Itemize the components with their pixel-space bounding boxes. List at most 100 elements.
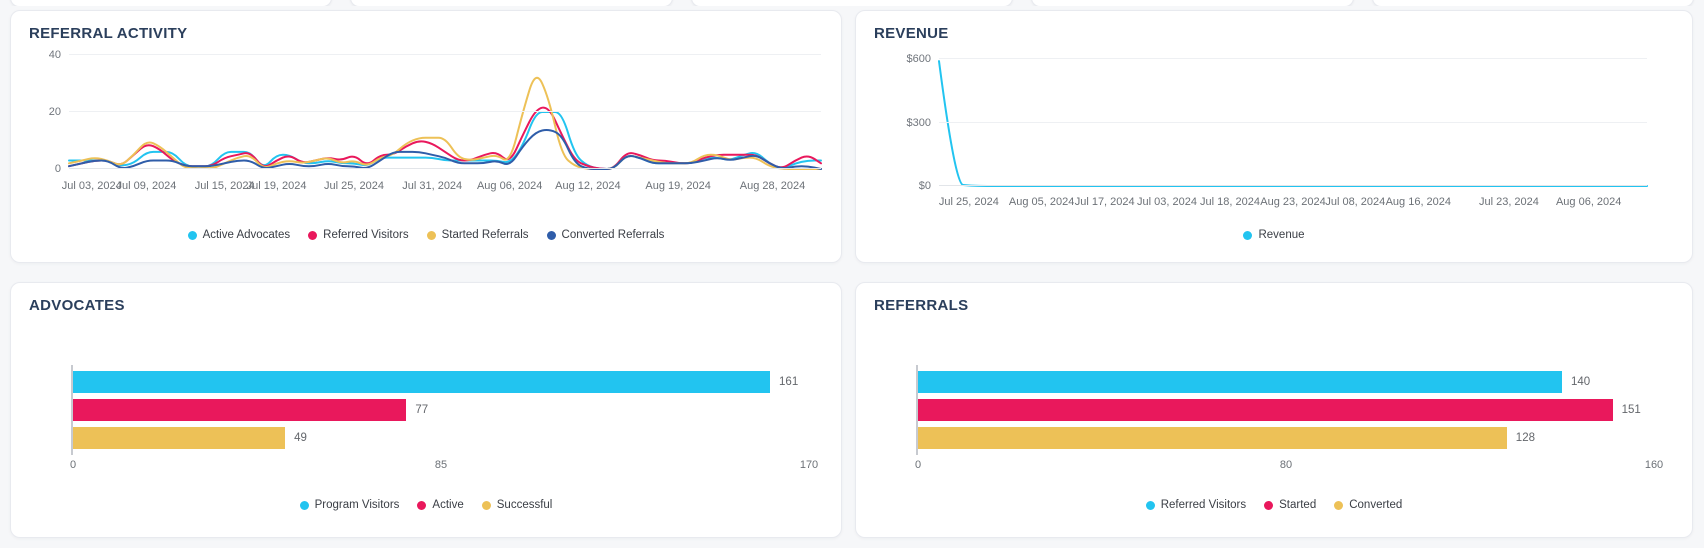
panel-title-referrals: REFERRALS: [874, 297, 969, 314]
x-axis-tick-label: 0: [69, 459, 77, 471]
x-axis: Jul 03, 2024 Jul 09, 2024 Jul 15, 2024 Jul …: [62, 180, 821, 194]
legend-label: Referred Visitors: [1160, 499, 1247, 511]
bars-area: 140 151 128: [918, 371, 1654, 455]
legend-label: Active Advocates: [202, 229, 291, 241]
panel-title-advocates: ADVOCATES: [29, 297, 125, 314]
x-axis-tick-label: Jul 17, 2024: [1074, 196, 1135, 208]
bar-active[interactable]: [73, 399, 407, 421]
legend-item-active[interactable]: Active: [417, 499, 464, 511]
chart-legend: Program Visitors Active Successful: [11, 499, 841, 511]
bar-value-label: 140: [1571, 376, 1591, 388]
y-axis-tick-label: $0: [918, 180, 931, 192]
x-axis-tick-label: Jul 03, 2024: [1137, 196, 1197, 208]
stat-card-bottom-edge: [1031, 0, 1354, 6]
stat-card-bottom-edge: [690, 0, 1014, 6]
legend-label: Program Visitors: [314, 499, 400, 511]
bar-started[interactable]: [918, 399, 1613, 421]
legend-item-referred-visitors[interactable]: Referred Visitors: [308, 229, 409, 241]
bar-referred-visitors[interactable]: [918, 371, 1562, 393]
x-axis-tick-label: Jul 18, 2024: [1200, 196, 1260, 208]
legend-item-converted-referrals[interactable]: Converted Referrals: [546, 229, 665, 241]
x-axis-tick-label: Aug 06, 2024: [1555, 196, 1622, 208]
chart-legend: Referred Visitors Started Converted: [856, 499, 1692, 511]
x-axis-tick-label: 80: [1279, 459, 1293, 471]
x-axis-tick-label: Jul 31, 2024: [402, 180, 463, 192]
previous-row-card-edges: [0, 0, 1704, 6]
stat-card-bottom-edge: [10, 0, 333, 6]
bar-converted[interactable]: [918, 427, 1507, 449]
plot-area[interactable]: [68, 54, 822, 170]
legend-item-successful[interactable]: Successful: [481, 499, 553, 511]
chart-legend: Revenue: [856, 229, 1692, 241]
gridline: [939, 121, 1647, 123]
legend-item-referred-visitors[interactable]: Referred Visitors: [1145, 499, 1247, 511]
legend-item-revenue[interactable]: Revenue: [1243, 229, 1305, 241]
line-series-revenue[interactable]: [938, 60, 1648, 187]
line-series-converted-referrals[interactable]: [68, 129, 822, 170]
line-chart-canvas[interactable]: [68, 55, 822, 170]
x-axis-tick-label: Jul 09, 2024: [116, 180, 177, 192]
x-axis-tick-label: Aug 19, 2024: [645, 180, 711, 192]
panel-revenue: REVENUE $0 $300 $600 Jul 25, 2024 Aug 05, 2…: [855, 10, 1693, 263]
panel-title-referral-activity: REFERRAL ACTIVITY: [29, 25, 188, 42]
line-series-started-referrals[interactable]: [68, 76, 822, 170]
legend-item-converted[interactable]: Converted: [1334, 499, 1402, 511]
x-axis-tick-label: Jul 19, 2024: [246, 180, 307, 192]
line-chart-canvas[interactable]: [938, 59, 1648, 187]
x-axis-tick-label: 0: [914, 459, 922, 471]
legend-dot: [481, 500, 491, 510]
legend-dot: [1334, 500, 1344, 510]
legend-item-started-referrals[interactable]: Started Referrals: [426, 229, 529, 241]
y-axis-tick-label: 40: [48, 49, 61, 61]
panel-referral-activity: REFERRAL ACTIVITY 0 20 40 Jul 03, 2024 Jul …: [10, 10, 842, 263]
bar-row-active: 77: [73, 399, 809, 421]
bar-program-visitors[interactable]: [73, 371, 771, 393]
legend-label: Referred Visitors: [323, 229, 409, 241]
x-axis-tick-label: Jul 08, 2024: [1325, 196, 1386, 208]
x-axis-tick-label: Jul 25, 2024: [324, 180, 384, 192]
legend-label: Converted Referrals: [561, 229, 665, 241]
legend-dot: [1145, 500, 1155, 510]
stat-card-bottom-edge: [1371, 0, 1695, 6]
bar-row-successful: 49: [73, 427, 809, 449]
bar-value-label: 77: [415, 404, 429, 416]
legend-label: Started: [1279, 499, 1317, 511]
legend-dot: [1264, 500, 1274, 510]
chart-legend: Active Advocates Referred Visitors Started…: [11, 229, 841, 241]
legend-label: Started Referrals: [441, 229, 529, 241]
x-axis-tick-label: Aug 05, 2024: [1008, 196, 1075, 208]
y-axis: 0 20 40: [11, 49, 61, 175]
y-axis-tick-label: 20: [48, 106, 61, 118]
x-axis-tick-label: Aug 16, 2024: [1385, 196, 1452, 208]
gridline: [69, 111, 821, 112]
legend-item-active-advocates[interactable]: Active Advocates: [187, 229, 291, 241]
x-axis-tick-label: 160: [1644, 459, 1664, 471]
y-axis: $0 $300 $600: [856, 53, 931, 192]
legend-item-program-visitors[interactable]: Program Visitors: [299, 499, 400, 511]
x-axis-tick-label: Jul 03, 2024: [61, 180, 122, 192]
x-axis-tick-label: Aug 06, 2024: [476, 180, 543, 192]
x-axis-tick-label: 85: [434, 459, 448, 471]
legend-dot: [308, 230, 318, 240]
legend-label: Successful: [496, 499, 553, 511]
bar-chart-axis-line: [916, 365, 918, 455]
stat-card-bottom-edge: [350, 0, 673, 6]
y-axis-tick-label: $300: [906, 116, 931, 129]
legend-item-started[interactable]: Started: [1264, 499, 1316, 511]
legend-label: Active: [432, 499, 464, 511]
bar-value-label: 49: [294, 432, 307, 444]
x-axis: 0 85 170: [69, 459, 818, 473]
panel-advocates: ADVOCATES 161 77 49 0 85 170 Program Visitor…: [10, 282, 842, 538]
panel-title-revenue: REVENUE: [874, 25, 949, 42]
y-axis-tick-label: 0: [54, 163, 61, 175]
bar-value-label: 161: [779, 376, 799, 388]
bar-successful[interactable]: [73, 427, 286, 449]
bar-value-label: 128: [1515, 432, 1535, 444]
bar-row-referred-visitors: 140: [918, 371, 1654, 393]
plot-area[interactable]: [938, 58, 1648, 187]
legend-dot: [187, 230, 197, 240]
panel-referrals: REFERRALS 140 151 128 0 80 160 Referred Visi…: [855, 282, 1693, 538]
y-axis-tick-label: $600: [906, 53, 931, 65]
bar-row-started: 151: [918, 399, 1654, 421]
bar-row-program-visitors: 161: [73, 371, 809, 393]
